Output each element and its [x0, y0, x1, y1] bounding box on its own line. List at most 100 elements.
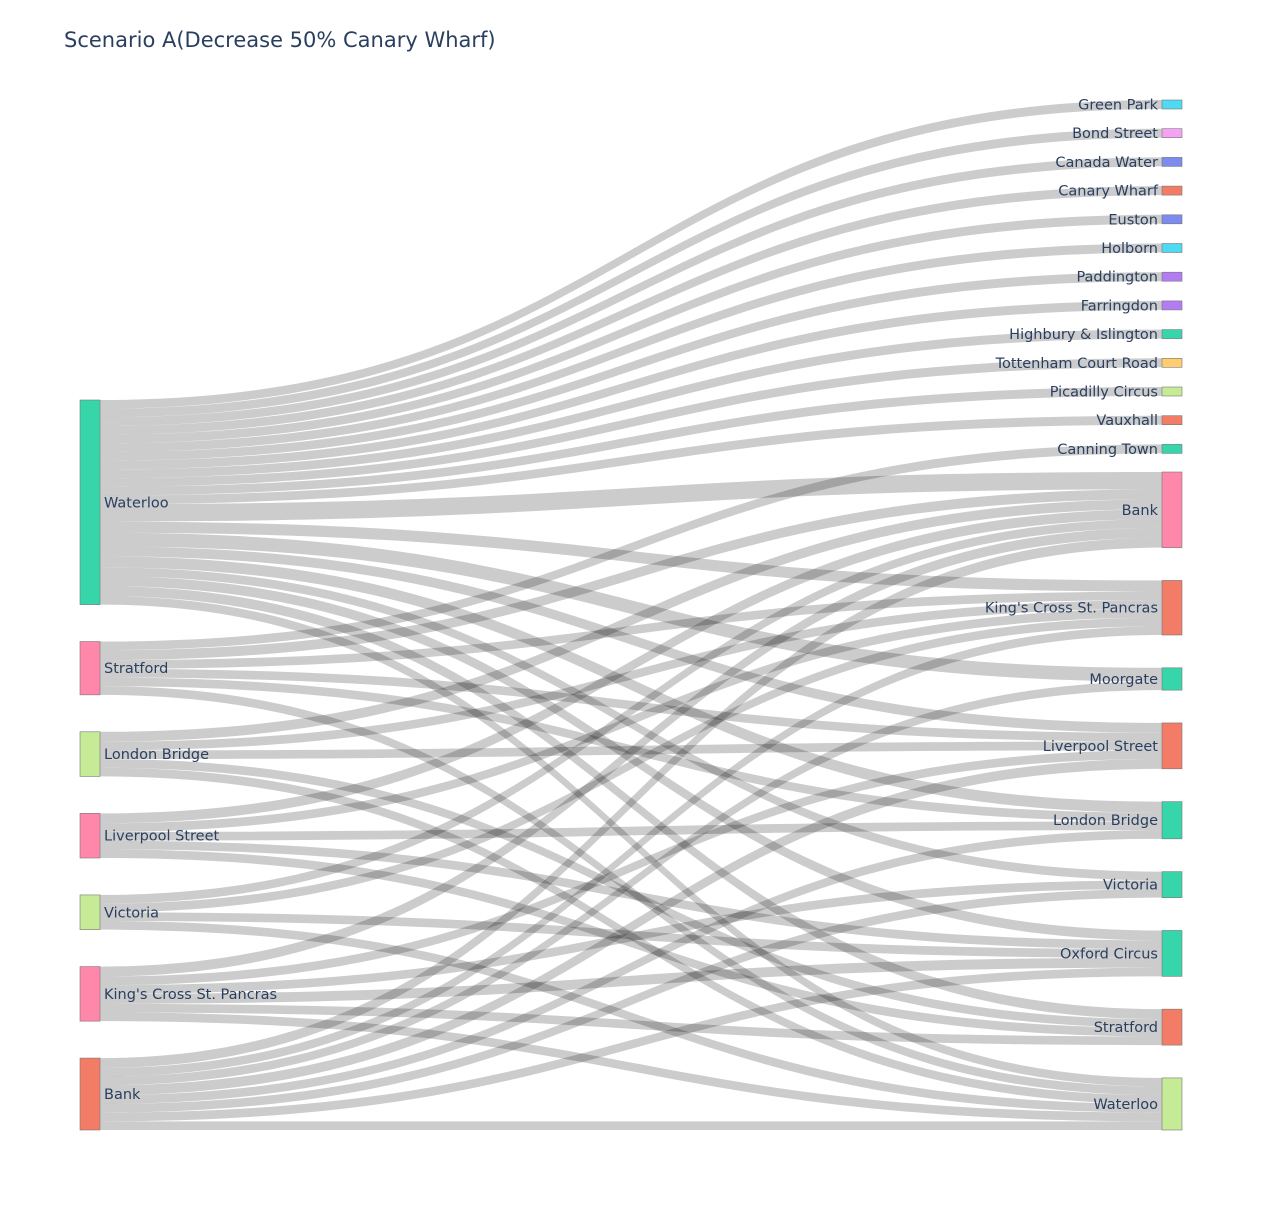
link-bank-to-liverpool-street[interactable] [100, 758, 1162, 1096]
target-label-canning-town: Canning Town [1057, 442, 1158, 458]
target-label-stratford: Stratford [1094, 1020, 1158, 1036]
link-bank-to-king-s-cross-st-pancras[interactable] [100, 626, 1162, 1077]
link-stratford-to-bank[interactable] [100, 489, 1162, 661]
target-label-bank: Bank [1122, 503, 1159, 519]
link-king-s-cross-st-pancras-to-bank[interactable] [100, 527, 1162, 977]
link-king-s-cross-st-pancras-to-waterloo[interactable] [100, 1012, 1162, 1122]
link-bank-to-waterloo[interactable] [100, 1121, 1162, 1130]
source-node-bank[interactable] [79, 1057, 101, 1131]
target-label-vauxhall: Vauxhall [1096, 413, 1158, 429]
link-liverpool-street-to-london-bridge[interactable] [100, 821, 1162, 841]
target-node-canning-town[interactable] [1161, 444, 1183, 454]
target-node-bank[interactable] [1161, 471, 1183, 548]
link-liverpool-street-to-king-s-cross-st-pancras[interactable] [100, 608, 1162, 832]
link-london-bridge-to-liverpool-street[interactable] [100, 741, 1162, 760]
link-victoria-to-waterloo[interactable] [100, 920, 1162, 1113]
link-waterloo-to-bond-street[interactable] [100, 128, 1162, 418]
link-bank-to-oxford-circus[interactable] [100, 967, 1162, 1122]
target-node-farringdon[interactable] [1161, 300, 1183, 311]
link-waterloo-to-green-park[interactable] [100, 100, 1162, 409]
target-node-king-s-cross-st-pancras[interactable] [1161, 580, 1183, 636]
target-node-vauxhall[interactable] [1161, 415, 1183, 426]
link-waterloo-to-tottenham-court-road[interactable] [100, 358, 1162, 487]
link-waterloo-to-london-bridge[interactable] [100, 556, 1162, 813]
link-waterloo-to-euston[interactable] [100, 214, 1162, 444]
link-waterloo-to-vauxhall[interactable] [100, 415, 1162, 505]
link-waterloo-to-king-s-cross-st-pancras[interactable] [100, 521, 1162, 592]
sankey-labels: Waterloo Stratford London Bridge Liverpool … [104, 98, 1159, 1113]
link-bank-to-moorgate[interactable] [100, 681, 1162, 1086]
target-node-tottenham-court-road[interactable] [1161, 357, 1183, 368]
target-label-tottenham-court-road: Tottenham Court Road [995, 356, 1158, 372]
link-waterloo-to-canary-wharf[interactable] [100, 186, 1162, 435]
target-label-king-s-cross-st-pancras: King's Cross St. Pancras [985, 601, 1158, 617]
target-node-paddington[interactable] [1161, 271, 1183, 282]
link-stratford-to-london-bridge[interactable] [100, 677, 1162, 822]
target-label-victoria: Victoria [1103, 878, 1158, 894]
target-node-oxford-circus[interactable] [1161, 930, 1183, 977]
link-victoria-to-king-s-cross-st-pancras[interactable] [100, 617, 1162, 913]
source-node-king-s-cross-st-pancras[interactable] [79, 966, 101, 1022]
link-king-s-cross-st-pancras-to-stratford[interactable] [100, 1003, 1162, 1046]
link-london-bridge-to-waterloo[interactable] [100, 767, 1162, 1104]
target-label-picadilly-circus: Picadilly Circus [1050, 385, 1158, 401]
link-waterloo-to-canada-water[interactable] [100, 157, 1162, 427]
target-node-green-park[interactable] [1161, 99, 1183, 110]
link-waterloo-to-bank[interactable] [100, 472, 1162, 522]
target-label-london-bridge: London Bridge [1053, 813, 1158, 829]
chart-title: Scenario A(Decrease 50% Canary Wharf) [64, 28, 496, 52]
source-label-waterloo: Waterloo [104, 495, 169, 511]
link-bank-to-bank[interactable] [100, 537, 1162, 1068]
link-waterloo-to-highbury-and-islington[interactable] [100, 329, 1162, 479]
link-king-s-cross-st-pancras-to-oxford-circus[interactable] [100, 957, 1162, 1004]
link-stratford-to-king-s-cross-st-pancras[interactable] [100, 591, 1162, 669]
link-waterloo-to-stratford[interactable] [100, 586, 1162, 1020]
link-waterloo-to-paddington[interactable] [100, 272, 1162, 461]
link-liverpool-street-to-oxford-circus[interactable] [100, 840, 1162, 950]
target-node-liverpool-street[interactable] [1161, 722, 1183, 770]
target-node-holborn[interactable] [1161, 243, 1183, 253]
target-node-canada-water[interactable] [1161, 157, 1183, 167]
link-king-s-cross-st-pancras-to-victoria[interactable] [100, 880, 1162, 994]
link-victoria-to-bank[interactable] [100, 519, 1162, 904]
target-node-stratford[interactable] [1161, 1008, 1183, 1046]
link-waterloo-to-liverpool-street[interactable] [100, 546, 1162, 733]
link-bank-to-london-bridge[interactable] [100, 830, 1162, 1104]
target-label-canada-water: Canada Water [1055, 155, 1158, 171]
target-node-victoria[interactable] [1161, 871, 1183, 898]
link-waterloo-to-picadilly-circus[interactable] [100, 387, 1162, 496]
target-node-waterloo[interactable] [1161, 1077, 1183, 1131]
link-waterloo-to-oxford-circus[interactable] [100, 576, 1162, 941]
source-node-liverpool-street[interactable] [79, 813, 101, 859]
link-waterloo-to-victoria[interactable] [100, 567, 1162, 881]
link-stratford-to-liverpool-street[interactable] [100, 668, 1162, 742]
target-node-bond-street[interactable] [1161, 128, 1183, 138]
target-node-highbury-and-islington[interactable] [1161, 329, 1183, 339]
link-liverpool-street-to-stratford[interactable] [100, 849, 1162, 1037]
link-waterloo-to-moorgate[interactable] [100, 532, 1162, 682]
source-node-london-bridge[interactable] [79, 731, 101, 777]
target-node-euston[interactable] [1161, 214, 1183, 225]
target-node-london-bridge[interactable] [1161, 801, 1183, 840]
source-node-stratford[interactable] [79, 641, 101, 696]
link-waterloo-to-farringdon[interactable] [100, 300, 1162, 470]
link-stratford-to-canning-town[interactable] [100, 444, 1162, 651]
link-waterloo-to-waterloo[interactable] [100, 595, 1162, 1087]
source-label-london-bridge: London Bridge [104, 747, 209, 763]
link-london-bridge-to-king-s-cross-st-pancras[interactable] [100, 600, 1162, 751]
source-node-waterloo[interactable] [79, 399, 101, 605]
link-liverpool-street-to-bank[interactable] [100, 509, 1162, 824]
link-london-bridge-to-bank[interactable] [100, 499, 1162, 742]
link-victoria-to-oxford-circus[interactable] [100, 912, 1162, 958]
link-london-bridge-to-stratford[interactable] [100, 759, 1162, 1028]
source-node-victoria[interactable] [79, 894, 101, 930]
source-label-king-s-cross-st-pancras: King's Cross St. Pancras [104, 987, 277, 1003]
target-node-moorgate[interactable] [1161, 667, 1183, 691]
link-king-s-cross-st-pancras-to-liverpool-street[interactable] [100, 750, 1162, 986]
link-bank-to-victoria[interactable] [100, 888, 1162, 1113]
link-stratford-to-waterloo[interactable] [100, 686, 1162, 1096]
link-waterloo-to-holborn[interactable] [100, 243, 1162, 453]
target-node-canary-wharf[interactable] [1161, 185, 1183, 196]
target-node-picadilly-circus[interactable] [1161, 386, 1183, 397]
